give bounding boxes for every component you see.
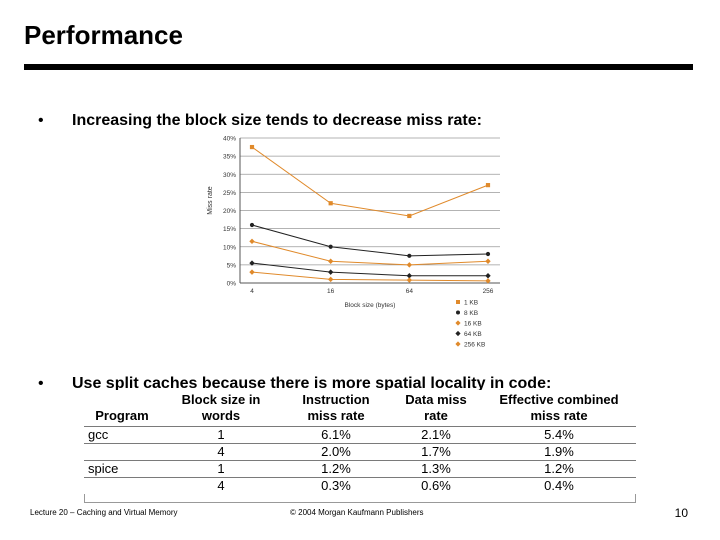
series-line-256-kb <box>251 271 489 282</box>
y-tick-label: 5% <box>227 262 237 269</box>
data-point <box>485 273 491 279</box>
slide-title: Performance <box>24 20 183 50</box>
cell-data-miss: 2.1% <box>390 426 482 444</box>
cell-data-miss: 1.3% <box>390 460 482 478</box>
header-data-miss: Data miss rate <box>390 390 482 427</box>
split-cache-table: Program Block size in words Instruction mi… <box>84 390 636 494</box>
legend-marker <box>456 310 460 315</box>
data-point <box>406 262 413 268</box>
header-block-size: Block size in words <box>160 390 282 427</box>
legend-label: 1 KB <box>464 300 478 307</box>
cell-program <box>84 477 160 494</box>
data-point <box>485 278 491 284</box>
page-number: 10 <box>674 506 688 520</box>
x-axis-title: Block size (bytes) <box>345 302 396 309</box>
y-axis-title: Miss rate <box>207 186 214 215</box>
data-point <box>327 276 334 283</box>
bullet-text: Increasing the block size tends to decre… <box>72 112 482 129</box>
series-line-1-kb <box>251 146 489 217</box>
series-line-64-kb <box>251 262 488 277</box>
data-point <box>407 253 412 258</box>
data-point <box>249 260 255 266</box>
cell-combined-miss: 1.2% <box>482 460 636 478</box>
bullet-text: Use split caches because there is more s… <box>72 375 552 392</box>
y-tick-label: 0% <box>227 281 237 288</box>
table-row: gcc 1 6.1% 2.1% 5.4% <box>84 426 636 444</box>
legend-marker <box>455 341 461 347</box>
data-point <box>249 238 255 245</box>
table-header-row: Program Block size in words Instruction mi… <box>84 390 636 427</box>
cell-block-size: 1 <box>160 426 282 444</box>
y-tick-label: 20% <box>223 208 236 215</box>
y-tick-label: 15% <box>223 226 236 233</box>
y-tick-label: 40% <box>223 136 236 143</box>
data-point <box>249 222 255 228</box>
cell-instruction-miss: 0.3% <box>282 477 390 494</box>
data-point <box>327 269 334 275</box>
series-line-8-kb <box>251 224 489 257</box>
data-point <box>249 144 255 150</box>
cell-program <box>84 443 160 461</box>
x-tick-label: 4 <box>250 288 254 295</box>
header-program: Program <box>84 390 160 427</box>
data-point <box>485 251 491 257</box>
cell-block-size: 4 <box>160 477 282 494</box>
cell-combined-miss: 0.4% <box>482 477 636 494</box>
y-tick-label: 10% <box>223 244 236 251</box>
legend-label: 16 KB <box>464 321 482 328</box>
cell-data-miss: 1.7% <box>390 443 482 461</box>
table-row: 4 0.3% 0.6% 0.4% <box>84 477 636 494</box>
cell-instruction-miss: 2.0% <box>282 443 390 461</box>
legend-label: 8 KB <box>464 310 478 317</box>
header-instruction-miss: Instruction miss rate <box>282 390 390 427</box>
legend-marker <box>455 330 461 337</box>
legend-label: 256 KB <box>464 342 485 349</box>
legend-marker <box>456 300 460 304</box>
data-point <box>328 244 333 249</box>
cell-instruction-miss: 6.1% <box>282 426 390 444</box>
miss-rate-chart: 0% 5% 10% 15% 20% 25% 30% 35% 40% 4 16 64 256 Block s… <box>207 136 500 349</box>
cell-block-size: 1 <box>160 460 282 478</box>
footer-copyright: © 2004 Morgan Kaufmann Publishers <box>290 508 424 517</box>
cell-program: spice <box>84 460 160 478</box>
x-tick-label: 256 <box>483 288 494 295</box>
data-point <box>328 201 333 206</box>
header-combined-miss: Effective combined miss rate <box>482 390 636 427</box>
cell-instruction-miss: 1.2% <box>282 460 390 478</box>
data-point <box>485 258 491 264</box>
cell-program: gcc <box>84 426 160 444</box>
data-point <box>406 277 413 283</box>
bullet-marker: • <box>38 375 44 392</box>
y-tick-label: 30% <box>223 172 236 179</box>
data-point <box>249 269 255 275</box>
cell-block-size: 4 <box>160 443 282 461</box>
data-point <box>407 213 412 219</box>
title-rule <box>24 64 693 70</box>
x-tick-label: 16 <box>327 288 335 295</box>
data-point <box>485 183 491 188</box>
legend-label: 64 KB <box>464 331 482 338</box>
bullet-marker: • <box>38 112 44 129</box>
footer-lecture: Lecture 20 – Caching and Virtual Memory <box>30 508 178 517</box>
series-line-16-kb <box>251 240 489 266</box>
data-point <box>406 273 413 279</box>
cell-combined-miss: 1.9% <box>482 443 636 461</box>
legend-marker <box>455 320 461 326</box>
y-tick-label: 35% <box>223 154 236 161</box>
y-tick-label: 25% <box>223 190 236 197</box>
table-row: 4 2.0% 1.7% 1.9% <box>84 443 636 461</box>
x-tick-label: 64 <box>406 288 414 295</box>
data-point <box>327 258 334 264</box>
cell-data-miss: 0.6% <box>390 477 482 494</box>
cell-combined-miss: 5.4% <box>482 426 636 444</box>
table-row: spice 1 1.2% 1.3% 1.2% <box>84 460 636 478</box>
